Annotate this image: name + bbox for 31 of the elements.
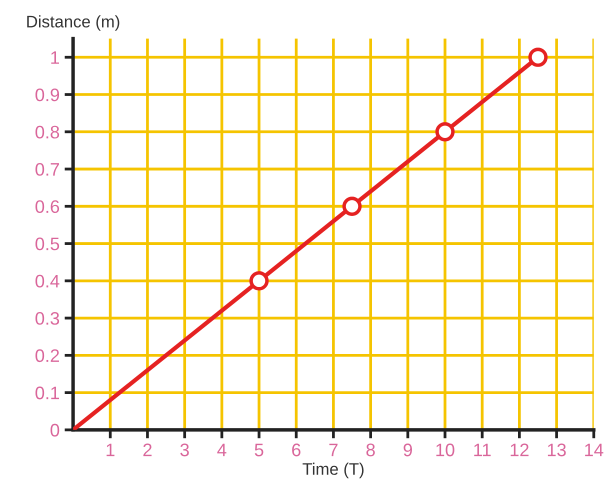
x-tick-label: 14 xyxy=(585,444,604,456)
y-tick-label: 0.1 xyxy=(35,386,60,400)
point xyxy=(342,196,362,216)
x-tick-label: 7 xyxy=(329,444,338,456)
x-tick-label: 5 xyxy=(254,444,264,456)
y-tick-label: 0.2 xyxy=(35,349,59,362)
x-tick-label: 12 xyxy=(510,444,529,456)
x-axis-title: Time (T) xyxy=(302,462,364,478)
point xyxy=(435,122,455,142)
x-tick-label: 2 xyxy=(143,444,152,456)
y-tick-label: 1 xyxy=(51,51,60,64)
y-tick-label: 0.5 xyxy=(35,238,60,250)
y-tick-label: 0.8 xyxy=(35,126,60,139)
x-tick-label: 13 xyxy=(548,444,566,456)
y-tick-label: 0.7 xyxy=(35,162,59,176)
y-tick-label: 0.3 xyxy=(35,312,60,325)
point xyxy=(249,271,269,290)
y-axis-title: Distance (m) xyxy=(27,15,120,31)
y-tick-label: 0 xyxy=(50,424,60,437)
x-tick-label: 1 xyxy=(106,444,114,456)
x-tick-label: 11 xyxy=(474,444,491,456)
x-tick-label: 6 xyxy=(292,444,300,456)
x-tick-label: 3 xyxy=(180,444,189,456)
y-tick-label: 0.9 xyxy=(35,88,60,102)
x-tick-label: 9 xyxy=(404,444,412,456)
x-tick-label: 8 xyxy=(366,444,375,456)
x-tick-label: 10 xyxy=(436,444,454,456)
x-tick-label: 4 xyxy=(217,444,226,456)
point xyxy=(528,48,548,67)
y-tick-label: 0.4 xyxy=(35,274,60,288)
y-tick-label: 0.6 xyxy=(35,200,60,214)
